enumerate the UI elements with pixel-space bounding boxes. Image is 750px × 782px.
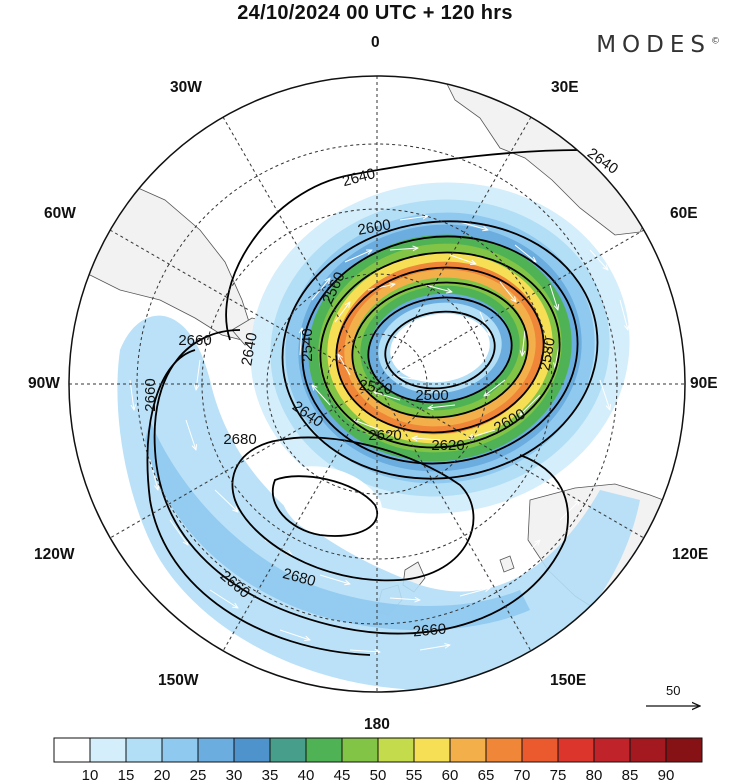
lon-label-90w: 90W bbox=[28, 375, 60, 392]
colorbar-cell bbox=[449, 737, 487, 763]
colorbar-cell bbox=[413, 737, 451, 763]
lower-jet-core-shading bbox=[145, 420, 530, 631]
contour-label: 2660 bbox=[412, 621, 447, 641]
contour-2660-loop bbox=[153, 329, 569, 635]
contour-2680-low bbox=[231, 436, 475, 582]
lon-label-120e: 120E bbox=[672, 546, 709, 563]
tasmania-land bbox=[499, 555, 515, 573]
colorbar-tick: 10 bbox=[82, 767, 99, 782]
contour-label: 2620 bbox=[431, 437, 464, 454]
height-contours bbox=[146, 149, 651, 656]
colorbar-cell bbox=[665, 737, 703, 763]
colorbar-cell bbox=[485, 737, 523, 763]
colorbar-tick: 40 bbox=[298, 767, 315, 782]
reference-vector-label: 50 bbox=[666, 683, 681, 698]
colorbar-tick: 60 bbox=[442, 767, 459, 782]
contour-label: 2520 bbox=[358, 377, 393, 398]
colorbar-tick: 80 bbox=[586, 767, 603, 782]
contour-2520 bbox=[367, 296, 513, 404]
colorbar-cell bbox=[521, 737, 559, 763]
colorbar-tick: 55 bbox=[406, 767, 423, 782]
lon-label-150e: 150E bbox=[550, 672, 587, 689]
colorbar-cell bbox=[125, 737, 163, 763]
colorbar-tick: 85 bbox=[622, 767, 639, 782]
colorbar-cell bbox=[233, 737, 271, 763]
lon-label-60w: 60W bbox=[44, 205, 76, 222]
lon-label-30e: 30E bbox=[551, 79, 579, 96]
contour-label: 2600 bbox=[356, 216, 392, 239]
colorbar-tick: 65 bbox=[478, 767, 495, 782]
lon-label-120w: 120W bbox=[34, 546, 75, 563]
colorbar-cell bbox=[377, 737, 415, 763]
colorbar-cell bbox=[161, 737, 199, 763]
contour-label: 2500 bbox=[415, 387, 448, 404]
lon-label-90e: 90E bbox=[690, 375, 718, 392]
colorbar-cell bbox=[269, 737, 307, 763]
contour-label: 2540 bbox=[299, 328, 316, 361]
colorbar-tick: 30 bbox=[226, 767, 243, 782]
colorbar-tick: 20 bbox=[154, 767, 171, 782]
colorbar-tick: 75 bbox=[550, 767, 567, 782]
colorbar-tick: 90 bbox=[658, 767, 675, 782]
colorbar-cell bbox=[305, 737, 343, 763]
colorbar-tick: 50 bbox=[370, 767, 387, 782]
colorbar-tick: 25 bbox=[190, 767, 207, 782]
map-title: 24/10/2024 00 UTC + 120 hrs bbox=[237, 2, 513, 24]
colorbar-cell bbox=[593, 737, 631, 763]
lon-label-30w: 30W bbox=[170, 79, 202, 96]
map-boundary bbox=[68, 75, 686, 693]
colorbar-cell bbox=[341, 737, 379, 763]
contour-2660-outer bbox=[146, 349, 371, 656]
colorbar-tick: 15 bbox=[118, 767, 135, 782]
colorbar-cell bbox=[89, 737, 127, 763]
contour-2600 bbox=[301, 235, 579, 465]
modes-logo: MODES© bbox=[596, 32, 720, 58]
lon-label-60e: 60E bbox=[670, 205, 698, 222]
lon-label-150w: 150W bbox=[158, 672, 199, 689]
contour-label: 2660 bbox=[142, 378, 159, 411]
colorbar-cell bbox=[53, 737, 91, 763]
colorbar-tick: 35 bbox=[262, 767, 279, 782]
colorbar-cell bbox=[557, 737, 595, 763]
contour-label: 2580 bbox=[536, 336, 559, 372]
graticule bbox=[69, 76, 685, 692]
lon-label-180: 180 bbox=[364, 716, 390, 733]
colorbar-tick: 45 bbox=[334, 767, 351, 782]
contour-2680-inner bbox=[272, 475, 378, 537]
contour-label: 2680 bbox=[223, 431, 256, 448]
colorbar-cell bbox=[197, 737, 235, 763]
lon-label-0: 0 bbox=[371, 34, 380, 51]
colorbar: 10 15 20 25 30 35 40 45 50 55 60 65 70 7… bbox=[53, 737, 703, 782]
contour-label: 2620 bbox=[368, 427, 401, 444]
contour-2540 bbox=[351, 281, 529, 419]
contour-label: 2640 bbox=[238, 331, 261, 367]
colorbar-cell bbox=[629, 737, 667, 763]
colorbar-tick: 70 bbox=[514, 767, 531, 782]
contour-label: 2660 bbox=[178, 332, 211, 349]
south-pacific-low-shading bbox=[279, 466, 382, 536]
contour-2580 bbox=[319, 251, 561, 449]
contour-2500 bbox=[384, 310, 496, 390]
